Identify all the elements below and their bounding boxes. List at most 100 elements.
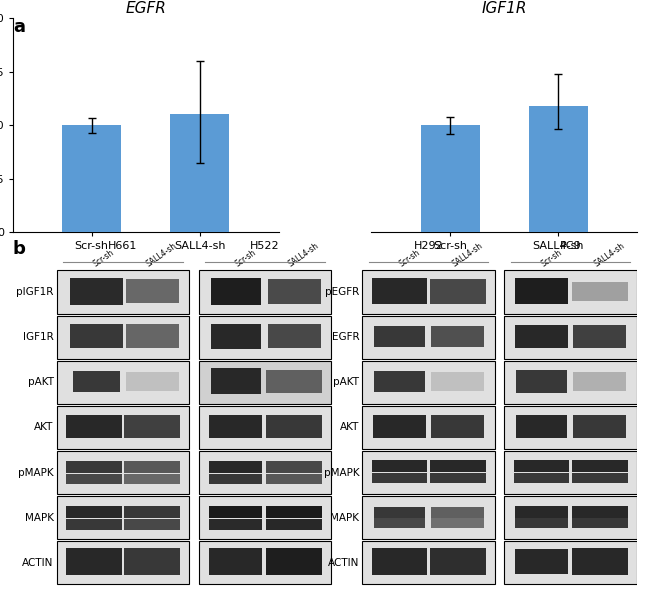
Text: PC9: PC9: [560, 242, 582, 251]
Bar: [266, 519, 322, 529]
Bar: [209, 461, 263, 473]
Text: IGF1R: IGF1R: [23, 332, 53, 342]
Bar: [363, 496, 495, 539]
Bar: [573, 325, 627, 348]
Bar: [125, 279, 179, 304]
Bar: [266, 370, 322, 393]
Title: IGF1R: IGF1R: [482, 1, 527, 16]
Bar: [124, 461, 180, 473]
Bar: [432, 415, 484, 438]
Bar: [124, 473, 180, 484]
Bar: [374, 371, 424, 392]
Bar: [363, 451, 495, 494]
Bar: [209, 519, 263, 529]
Bar: [363, 361, 495, 404]
Text: pAKT: pAKT: [27, 378, 53, 387]
Bar: [572, 506, 628, 518]
Bar: [504, 451, 637, 494]
Bar: [199, 541, 332, 585]
Bar: [125, 325, 179, 348]
Bar: [266, 415, 322, 438]
Text: Scr-sh: Scr-sh: [539, 248, 564, 269]
Bar: [199, 271, 332, 314]
Text: MAPK: MAPK: [25, 513, 53, 523]
Text: MAPK: MAPK: [330, 513, 359, 523]
Bar: [125, 371, 179, 392]
Bar: [209, 548, 263, 575]
Text: pMAPK: pMAPK: [324, 467, 359, 478]
Bar: [124, 548, 180, 575]
Bar: [432, 371, 484, 392]
Bar: [373, 415, 426, 438]
Bar: [514, 472, 569, 483]
Bar: [57, 541, 189, 585]
Bar: [70, 278, 123, 305]
Bar: [515, 278, 568, 304]
Bar: [430, 460, 486, 472]
Bar: [199, 451, 332, 494]
Bar: [515, 518, 568, 528]
Bar: [504, 271, 637, 314]
Bar: [124, 506, 180, 518]
Bar: [372, 472, 428, 483]
Bar: [57, 496, 189, 539]
Text: EGFR: EGFR: [332, 332, 359, 342]
Bar: [124, 415, 180, 438]
Text: SALL4-sh: SALL4-sh: [144, 241, 178, 269]
Text: ACTIN: ACTIN: [22, 558, 53, 568]
Title: EGFR: EGFR: [125, 1, 166, 16]
Text: a: a: [13, 18, 25, 36]
Bar: [374, 507, 424, 518]
Text: AKT: AKT: [34, 422, 53, 432]
Text: pIGF1R: pIGF1R: [16, 287, 53, 297]
Bar: [421, 125, 480, 232]
Bar: [573, 371, 627, 392]
Text: ACTIN: ACTIN: [328, 558, 359, 568]
Text: SALL4-sh: SALL4-sh: [592, 241, 626, 269]
Bar: [430, 548, 486, 575]
Bar: [573, 415, 627, 438]
Bar: [374, 326, 424, 347]
Bar: [57, 316, 189, 359]
Bar: [57, 451, 189, 494]
Bar: [268, 279, 320, 304]
Bar: [73, 371, 120, 392]
Bar: [199, 316, 332, 359]
Bar: [363, 316, 495, 359]
Text: Scr-sh: Scr-sh: [91, 248, 116, 269]
Bar: [66, 461, 122, 473]
Bar: [209, 506, 263, 518]
Bar: [363, 271, 495, 314]
Text: H522: H522: [250, 242, 280, 251]
Bar: [199, 405, 332, 449]
Text: pEGFR: pEGFR: [325, 287, 359, 297]
Bar: [266, 461, 322, 473]
Bar: [515, 549, 568, 574]
Bar: [57, 271, 189, 314]
Bar: [572, 518, 628, 528]
Bar: [57, 405, 189, 449]
Bar: [70, 325, 123, 348]
Bar: [430, 279, 486, 304]
Text: Scr-sh: Scr-sh: [233, 248, 257, 269]
Bar: [572, 472, 628, 483]
Bar: [211, 278, 261, 305]
Bar: [209, 473, 263, 484]
Bar: [266, 506, 322, 518]
Bar: [374, 518, 424, 527]
Bar: [266, 473, 322, 484]
Text: SALL4-sh: SALL4-sh: [286, 241, 320, 269]
Bar: [170, 114, 229, 232]
Text: H292: H292: [414, 242, 443, 251]
Bar: [372, 460, 428, 472]
Bar: [66, 415, 122, 438]
Bar: [199, 496, 332, 539]
Bar: [66, 506, 122, 518]
Bar: [62, 125, 121, 232]
Bar: [515, 325, 568, 348]
Bar: [211, 324, 261, 349]
Bar: [572, 282, 628, 301]
Bar: [504, 405, 637, 449]
Bar: [572, 460, 628, 472]
Text: Scr-sh: Scr-sh: [397, 248, 421, 269]
